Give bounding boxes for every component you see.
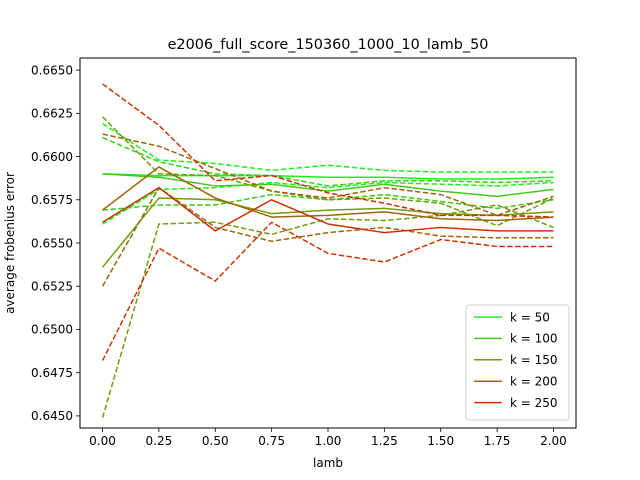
y-tick-label: 0.6625 [31,107,73,121]
legend-label: k = 250 [510,396,558,410]
y-axis: 0.6450 0.6475 0.6500 0.6525 0.6550 0.6575 0.66… [31,63,80,423]
x-axis-label: lamb [313,456,343,470]
x-tick-label: 1.50 [427,434,454,448]
legend-box [465,304,570,421]
x-tick-label: 0.00 [89,434,116,448]
series-line-4 [102,173,554,198]
x-tick-label: 1.75 [484,434,511,448]
series-line-8 [102,116,554,227]
series-line-2 [102,123,554,173]
x-tick-label: 0.25 [146,434,173,448]
series-line-7 [101,197,554,268]
x-tick-label: 0.75 [258,434,285,448]
chart-title: e2006_full_score_150360_1000_10_lamb_50 [168,37,489,53]
y-tick-label: 0.6650 [31,63,73,77]
series-line-1 [102,173,554,180]
y-tick-label: 0.6575 [31,193,73,207]
y-axis-label: average frobenius error [3,172,17,314]
y-tick-label: 0.6450 [31,409,73,423]
series-line-15 [101,221,554,361]
x-tick-label: 1.00 [315,434,342,448]
legend-label: k = 100 [510,332,558,346]
y-tick-label: 0.6525 [31,280,73,294]
series-line-13 [102,186,554,234]
series-line-6 [102,193,554,211]
x-tick-label: 1.25 [371,434,398,448]
legend: k = 50 k = 100 k = 150 k = 200 k = 250 [465,304,570,421]
x-tick-label: 0.50 [202,434,229,448]
y-tick-label: 0.6550 [31,236,73,250]
series-line-5 [102,136,554,187]
y-tick-label: 0.6475 [31,366,73,380]
series-line-14 [102,83,554,218]
series-line-11 [102,133,554,217]
y-tick-label: 0.6600 [31,150,73,164]
legend-label: k = 50 [510,310,550,324]
x-axis: 0.00 0.25 0.50 0.75 1.00 1.25 1.50 1.75 2.00 [89,428,567,448]
y-tick-label: 0.6500 [31,323,73,337]
series-layer [101,83,554,418]
legend-label: k = 200 [510,375,558,389]
legend-label: k = 150 [510,353,558,367]
series-line-10 [102,166,554,222]
series-line-12 [101,186,554,287]
x-tick-label: 2.00 [540,434,567,448]
